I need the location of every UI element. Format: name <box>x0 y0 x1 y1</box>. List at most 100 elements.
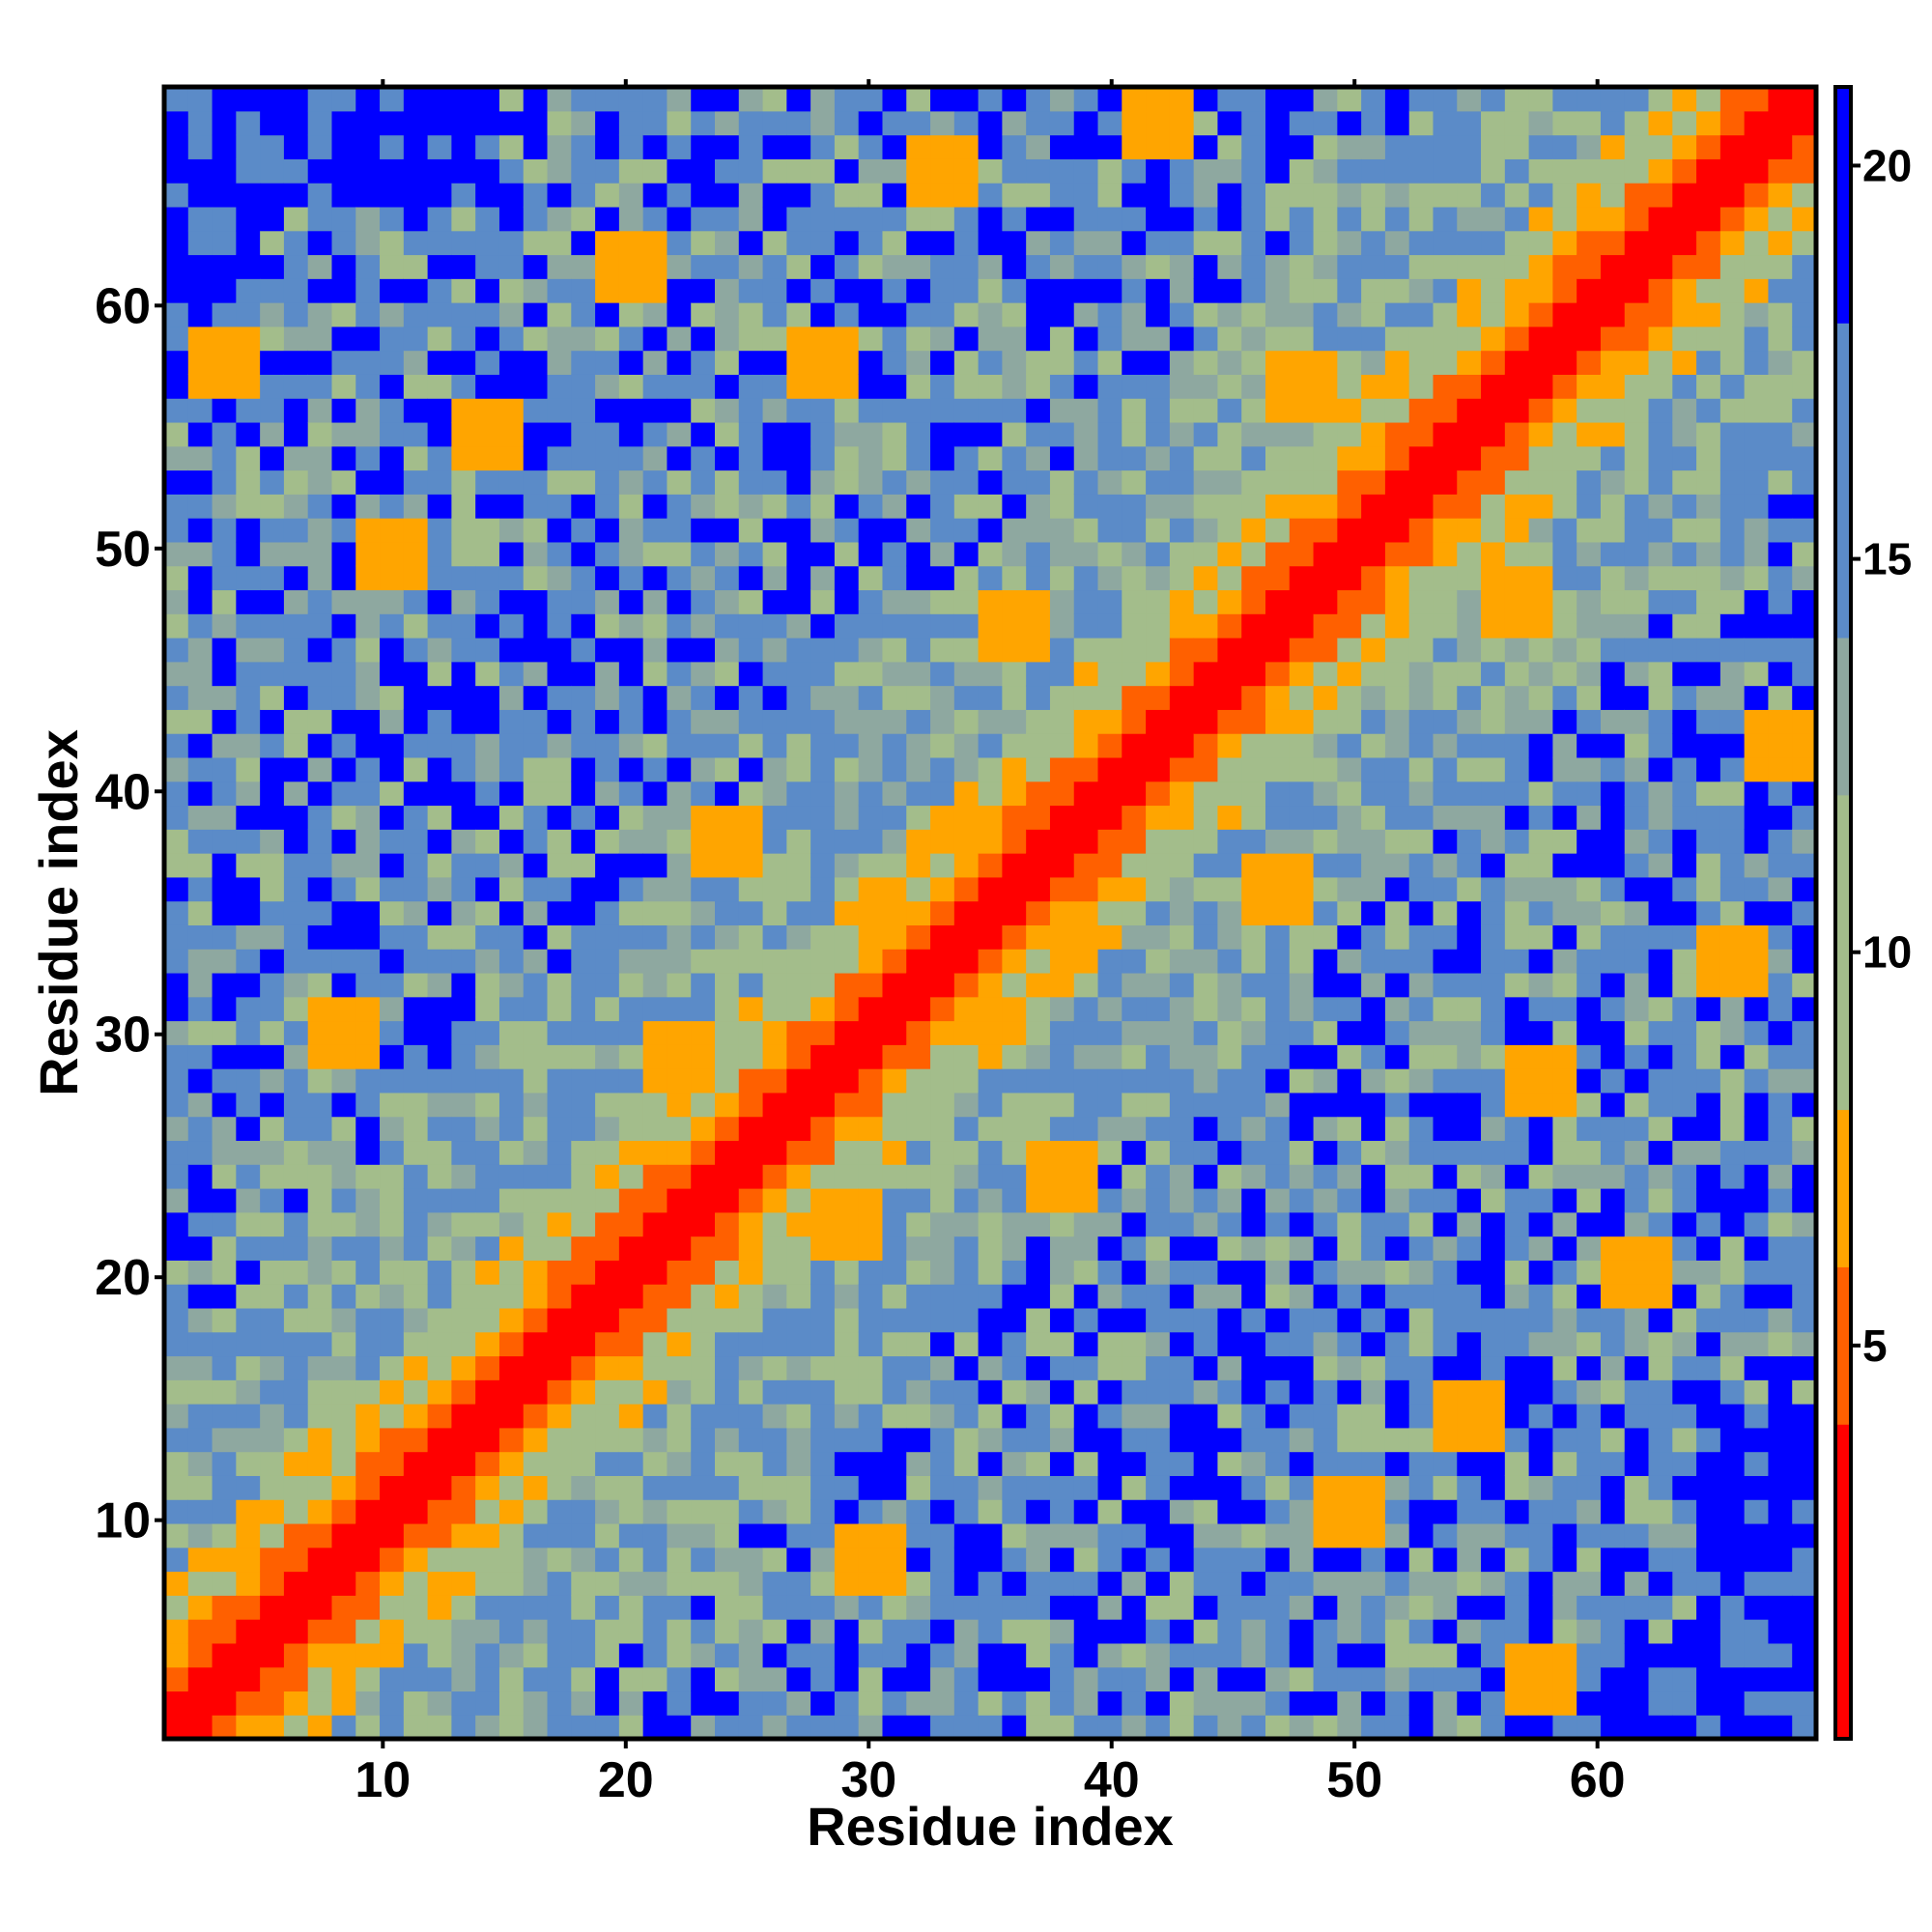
heatmap-cell <box>762 1666 787 1692</box>
heatmap-cell <box>355 565 381 591</box>
heatmap-cell <box>1026 1188 1051 1213</box>
heatmap-cell <box>498 638 525 663</box>
heatmap-cell <box>1361 445 1386 471</box>
heatmap-cell <box>1289 949 1315 974</box>
heatmap-cell <box>427 1690 452 1716</box>
heatmap-cell <box>1648 1642 1673 1668</box>
heatmap-cell <box>1577 1092 1602 1118</box>
heatmap-cell <box>858 1690 884 1716</box>
heatmap-cell <box>1073 1331 1099 1357</box>
heatmap-cell <box>691 949 716 974</box>
heatmap-cell <box>1289 1642 1315 1668</box>
heatmap-cell <box>618 1499 644 1524</box>
heatmap-cell <box>523 1715 549 1740</box>
heatmap-cell <box>1122 1690 1147 1716</box>
heatmap-cell <box>1313 134 1338 159</box>
heatmap-cell <box>810 1331 836 1357</box>
heatmap-cell <box>236 589 261 614</box>
heatmap-cell <box>715 134 740 159</box>
heatmap-cell <box>331 1571 356 1596</box>
heatmap-cell <box>331 565 356 591</box>
heatmap-cell <box>882 1164 907 1189</box>
heatmap-cell <box>618 1236 644 1261</box>
heatmap-cell <box>1672 469 1697 495</box>
heatmap-cell <box>1672 1404 1697 1429</box>
heatmap-cell <box>715 949 740 974</box>
heatmap-cell <box>595 421 620 447</box>
heatmap-cell <box>1169 1547 1195 1573</box>
heatmap-cell <box>930 1571 955 1596</box>
heatmap-cell <box>1744 924 1770 950</box>
heatmap-cell <box>403 1595 429 1620</box>
heatmap-cell <box>1193 924 1219 950</box>
heatmap-cell <box>1241 1619 1266 1644</box>
heatmap-cell <box>236 1379 261 1405</box>
heatmap-cell <box>1600 805 1626 830</box>
heatmap-cell <box>618 805 644 830</box>
heatmap-cell <box>1504 398 1530 423</box>
heatmap-cell <box>427 230 452 256</box>
heatmap-cell <box>953 685 980 710</box>
heatmap-cell <box>1577 254 1602 279</box>
heatmap-cell <box>260 1044 285 1069</box>
heatmap-cell <box>1289 1020 1315 1045</box>
heatmap-cell <box>691 1571 716 1596</box>
heatmap-cell <box>1624 1140 1650 1165</box>
heatmap-cell <box>523 1211 549 1237</box>
heatmap-cell <box>1265 302 1291 327</box>
heatmap-cell <box>1696 1164 1721 1189</box>
heatmap-cell <box>762 469 787 495</box>
heatmap-cell <box>1672 1427 1697 1453</box>
heatmap-cell <box>1528 541 1553 567</box>
heatmap-cell <box>834 876 860 902</box>
heatmap-cell <box>1241 1188 1266 1213</box>
heatmap-cell <box>738 565 764 591</box>
heatmap-cell <box>236 1164 261 1189</box>
heatmap-cell <box>762 1044 787 1069</box>
heatmap-cell <box>1361 541 1386 567</box>
heatmap-cell <box>1384 829 1410 854</box>
heatmap-cell <box>260 1451 285 1476</box>
heatmap-cell <box>1049 996 1075 1022</box>
heatmap-cell <box>523 302 549 327</box>
heatmap-cell <box>786 1355 811 1380</box>
heatmap-cell <box>1337 996 1362 1022</box>
heatmap-cell <box>1097 1404 1122 1429</box>
heatmap-cell <box>834 1595 860 1620</box>
heatmap-cell <box>930 350 955 375</box>
heatmap-cell <box>1577 1116 1602 1142</box>
heatmap-cell <box>762 613 787 639</box>
heatmap-cell <box>978 781 1003 807</box>
heatmap-cell <box>1002 1020 1027 1045</box>
heatmap-cell <box>1744 685 1770 710</box>
heatmap-cell <box>1097 1355 1122 1380</box>
heatmap-cell <box>953 805 980 830</box>
heatmap-cell <box>212 421 237 447</box>
heatmap-cell <box>1504 589 1530 614</box>
heatmap-cell <box>1696 1092 1721 1118</box>
heatmap-cell <box>1552 350 1577 375</box>
heatmap-cell <box>595 1475 620 1500</box>
heatmap-cell <box>834 1427 860 1453</box>
heatmap-cell <box>1528 1666 1553 1692</box>
heatmap-cell <box>355 1164 381 1189</box>
heatmap-cell <box>1528 350 1553 375</box>
heatmap-cell <box>738 302 764 327</box>
heatmap-cell <box>1241 1522 1266 1548</box>
heatmap-cell <box>1457 1619 1482 1644</box>
heatmap-cell <box>1504 900 1530 925</box>
heatmap-cell <box>834 1164 860 1189</box>
heatmap-cell <box>1768 350 1793 375</box>
colorbar-tick-label: 20 <box>1862 140 1912 190</box>
heatmap-cell <box>762 350 787 375</box>
heatmap-cell <box>715 1236 740 1261</box>
heatmap-cell <box>618 1188 644 1213</box>
heatmap-cell <box>1265 1499 1291 1524</box>
heatmap-cell <box>1600 1211 1626 1237</box>
heatmap-cell <box>1146 876 1171 902</box>
heatmap-cell <box>498 805 525 830</box>
heatmap-cell <box>1600 1547 1626 1573</box>
heatmap-cell <box>1384 853 1410 878</box>
heatmap-cell <box>1289 1499 1315 1524</box>
heatmap-cell <box>475 589 500 614</box>
